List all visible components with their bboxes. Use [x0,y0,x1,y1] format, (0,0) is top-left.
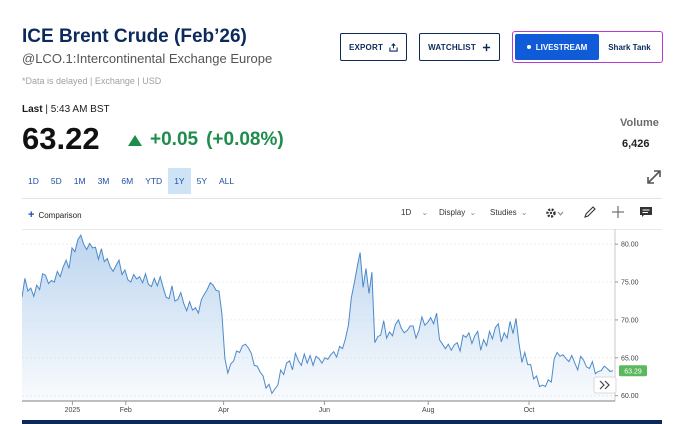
y-tick-label: 80.00 [621,242,639,249]
range-ytd[interactable]: YTD [145,176,163,186]
range-all[interactable]: ALL [219,176,235,186]
range-5d[interactable]: 5D [50,176,62,186]
last-time: 5:43 AM BST [50,104,110,115]
price-line [22,233,614,395]
studies-dropdown[interactable]: Studies ⌄ [490,208,528,217]
watchlist-label: WATCHLIST [428,42,476,52]
last-label: Last [22,104,43,115]
y-tick-label: 70.00 [621,317,639,324]
expand-icon[interactable] [645,168,663,186]
comparison-label: Comparison [38,210,82,220]
up-arrow-icon [128,134,142,146]
x-tick-label: Apr [218,407,230,414]
exchange-symbol: @LCO.1:Intercontinental Exchange Europe [22,51,273,66]
export-label: EXPORT [348,42,384,52]
comment-icon[interactable] [639,205,653,219]
last-trade-time: Last | 5:43 AM BST [22,104,110,115]
x-tick-label: Oct [524,407,535,414]
range-5y[interactable]: 5Y [196,176,207,186]
range-3m[interactable]: 3M [97,176,110,186]
x-tick-label: Jun [319,407,330,414]
interval-dropdown[interactable]: 1D ⌄ [401,208,428,217]
chevron-down-icon: ⌄ [520,208,528,217]
comparison-button[interactable]: + Comparison [28,209,82,221]
scroll-right-box[interactable] [593,376,617,394]
chevron-down-icon: ⌄ [469,208,477,217]
pencil-icon[interactable] [583,205,597,219]
chevron-down-icon: ⌄ [421,208,429,217]
range-1m[interactable]: 1M [73,176,86,186]
x-tick-label: Aug [422,407,435,414]
x-axis: 2025 Feb Apr Jun Aug Oct [65,401,535,414]
livestream-label: LIVESTREAM [535,42,588,52]
display-label: Display [439,208,466,217]
range-1y[interactable]: 1Y [168,168,191,194]
livestream-widget: LIVESTREAM Shark Tank [512,31,663,63]
price-chart[interactable]: 60.00 65.00 70.00 75.00 80.00 2025 Feb Apr Jun A… [22,229,662,415]
volume-label: Volume [620,117,659,129]
double-chevron-right-icon [599,380,610,390]
page-title: ICE Brent Crude (Feb’26) [22,26,247,47]
y-tick-label: 60.00 [621,393,639,400]
watchlist-button[interactable]: WATCHLIST [419,33,500,61]
change-value: +0.05 [150,129,199,150]
y-axis: 60.00 65.00 70.00 75.00 80.00 [615,242,639,400]
chart-toolbar [22,198,662,230]
last-value-badge [619,365,647,377]
crosshair-icon[interactable] [611,205,625,219]
last-separator: | [42,104,51,115]
last-price: 63.22 [22,121,100,156]
last-value-tag: 63.29 [619,365,647,377]
export-button[interactable]: EXPORT [340,33,407,61]
export-icon [389,42,398,52]
display-dropdown[interactable]: Display ⌄ [439,208,476,217]
bottom-bar [22,420,662,424]
y-tick-label: 65.00 [621,355,639,362]
last-value-label: 63.29 [624,368,642,375]
data-delay-note: *Data is delayed | Exchange | USD [22,76,162,86]
shark-tank-link[interactable]: Shark Tank [608,42,651,52]
y-tick-label: 75.00 [621,280,639,287]
studies-label: Studies [490,208,517,217]
range-1d[interactable]: 1D [28,176,39,186]
range-selector: 1D 5D 1M 3M 6M YTD 1Y 5Y ALL [22,168,240,194]
gear-icon[interactable] [545,207,565,219]
interval-label: 1D [401,208,412,217]
plus-icon: + [28,209,35,221]
plus-icon [482,43,491,51]
live-dot-icon [526,45,531,49]
x-tick-label: Feb [120,407,132,414]
livestream-button[interactable]: LIVESTREAM [515,34,599,60]
x-tick-label: 2025 [65,407,81,414]
volume-value: 6,426 [622,138,650,150]
price-area [22,235,613,401]
change-percent: (+0.08%) [206,129,284,150]
range-6m[interactable]: 6M [121,176,134,186]
scroll-right-button[interactable] [593,376,617,394]
price-change: +0.05 (+0.08%) [128,129,284,151]
